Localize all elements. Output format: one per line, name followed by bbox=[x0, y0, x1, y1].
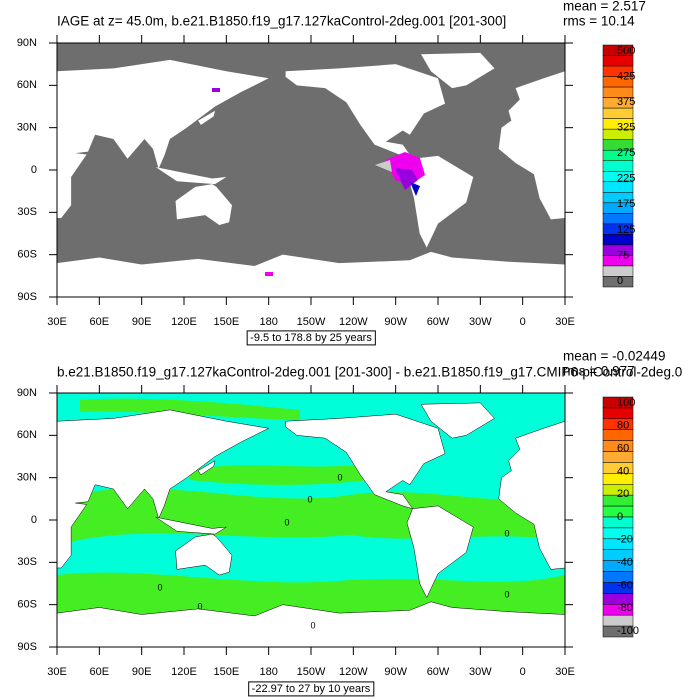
lon-label: 30W bbox=[469, 666, 492, 678]
lon-label: 150W bbox=[297, 316, 326, 328]
colorbar-label: 500 bbox=[617, 45, 635, 57]
colorbar-label: 100 bbox=[617, 397, 635, 409]
colorbar-box bbox=[602, 276, 634, 288]
lon-label: 30E bbox=[555, 316, 575, 328]
lon-label: 30E bbox=[47, 316, 67, 328]
panel-title: b.e21.B1850.f19_g17.127kaControl-2deg.00… bbox=[57, 365, 682, 380]
lat-label: 30N bbox=[17, 472, 37, 484]
lat-label: 30S bbox=[17, 556, 37, 568]
map-2 bbox=[57, 393, 565, 647]
colorbar-label: 225 bbox=[617, 173, 635, 185]
colorbar-label: -100 bbox=[617, 625, 639, 637]
lat-label: 30N bbox=[17, 122, 37, 134]
lat-label: 90S bbox=[17, 641, 37, 653]
lat-label: 30S bbox=[17, 206, 37, 218]
contour-label: 0 bbox=[504, 528, 509, 538]
range-box bbox=[246, 330, 376, 346]
contour-label: 0 bbox=[157, 582, 162, 592]
colorbar-label: 275 bbox=[617, 147, 635, 159]
lon-label: 120W bbox=[339, 666, 368, 678]
colorbar-label: 0 bbox=[617, 275, 623, 287]
contour-label: 0 bbox=[307, 494, 312, 504]
colorbar-label: 125 bbox=[617, 224, 635, 236]
contour-label: 0 bbox=[337, 472, 342, 482]
colorbar-label: 75 bbox=[617, 249, 629, 261]
colorbar-label: -20 bbox=[617, 534, 633, 546]
panel-title: IAGE at z= 45.0m, b.e21.B1850.f19_g17.12… bbox=[57, 14, 506, 29]
lon-label: 120W bbox=[339, 316, 368, 328]
lon-label: 150E bbox=[213, 316, 239, 328]
contour-label: 0 bbox=[504, 589, 509, 599]
colorbar-box bbox=[602, 407, 634, 420]
colorbar-label: 425 bbox=[617, 70, 635, 82]
lon-label: 0 bbox=[520, 316, 526, 328]
lon-label: 60W bbox=[427, 316, 450, 328]
colorbar-box bbox=[602, 234, 634, 246]
lon-label: 90W bbox=[384, 316, 407, 328]
lat-label: 60N bbox=[17, 79, 37, 91]
colorbar-label: 325 bbox=[617, 122, 635, 134]
colorbar-label: -40 bbox=[617, 557, 633, 569]
colorbar-box bbox=[602, 213, 634, 225]
colorbar-label: 0 bbox=[617, 511, 623, 523]
stat: mean = 2.517 bbox=[563, 0, 646, 14]
lon-label: 60W bbox=[427, 666, 450, 678]
lat-label: 90S bbox=[17, 291, 37, 303]
range-note: -22.97 to 27 by 10 years bbox=[252, 683, 371, 695]
lat-label: 90N bbox=[17, 37, 37, 49]
colorbar-box bbox=[602, 55, 634, 67]
lon-label: 30E bbox=[555, 666, 575, 678]
colorbar-label: -60 bbox=[617, 579, 633, 591]
lon-label: 120E bbox=[171, 316, 197, 328]
colorbar-label: 20 bbox=[617, 488, 629, 500]
lat-label: 60S bbox=[17, 599, 37, 611]
colorbar-box bbox=[602, 160, 634, 172]
colorbar-label: 375 bbox=[617, 96, 635, 108]
lon-label: 150W bbox=[297, 666, 326, 678]
stat: rms = 0.977 bbox=[563, 364, 635, 379]
lon-label: 90E bbox=[132, 666, 152, 678]
lat-label: 60N bbox=[17, 429, 37, 441]
lon-label: 0 bbox=[520, 666, 526, 678]
contour-label: 0 bbox=[197, 601, 202, 611]
lat-label: 60S bbox=[17, 249, 37, 261]
lat-label: 0 bbox=[31, 164, 37, 176]
stat: mean = -0.02449 bbox=[563, 349, 665, 364]
lon-label: 90E bbox=[132, 316, 152, 328]
lon-label: 90W bbox=[384, 666, 407, 678]
lon-label: 60E bbox=[90, 316, 110, 328]
lon-label: 180 bbox=[259, 666, 277, 678]
colorbar-label: 80 bbox=[617, 420, 629, 432]
contour-label: 0 bbox=[284, 517, 289, 527]
lon-label: 150E bbox=[213, 666, 239, 678]
colorbar-label: -80 bbox=[617, 602, 633, 614]
colorbar-box bbox=[602, 625, 634, 638]
lat-label: 0 bbox=[31, 514, 37, 526]
lat-label: 90N bbox=[17, 387, 37, 399]
contour-label: 0 bbox=[310, 620, 315, 630]
lon-label: 30E bbox=[47, 666, 67, 678]
lon-label: 60E bbox=[90, 666, 110, 678]
map-1 bbox=[57, 43, 565, 297]
colorbar-label: 40 bbox=[617, 465, 629, 477]
lon-label: 180 bbox=[259, 316, 277, 328]
lon-label: 30W bbox=[469, 316, 492, 328]
range-note: -9.5 to 178.8 by 25 years bbox=[250, 332, 372, 344]
colorbar-label: 60 bbox=[617, 443, 629, 455]
stat: rms = 10.14 bbox=[563, 14, 635, 29]
lon-label: 120E bbox=[171, 666, 197, 678]
colorbar-box bbox=[602, 107, 634, 119]
colorbar-label: 175 bbox=[617, 198, 635, 210]
range-box bbox=[248, 681, 375, 697]
